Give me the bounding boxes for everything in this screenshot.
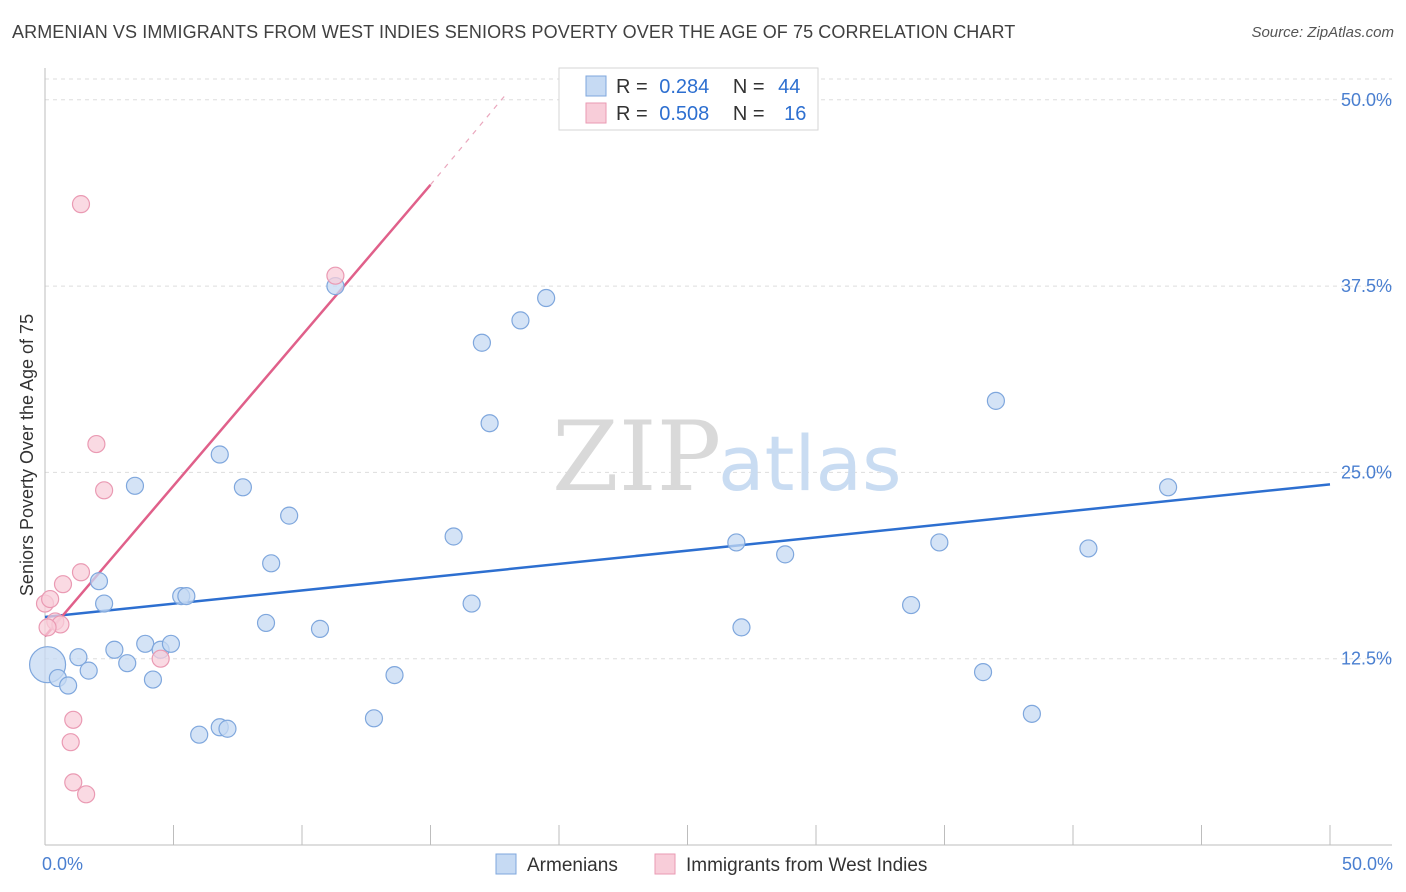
point-armenians [776,545,795,564]
point-west-indies [53,575,73,594]
point-west-indies [71,195,91,214]
point-armenians [256,613,276,633]
bottom-legend-label-west-indies: Immigrants from West Indies [686,855,927,876]
y-tick-labels: 12.5% 25.0% 37.5% 50.0% [1341,90,1392,669]
y-tick-label: 12.5% [1341,649,1392,669]
correlation-legend: R = 0.284 N = 44 R = 0.508 N = 16 [558,67,819,131]
legend-row-2: R = 0.508 N = 16 [616,103,806,125]
point-armenians [89,572,109,591]
point-armenians [385,665,404,685]
legend-r-label-2: R = [616,103,648,125]
point-armenians [480,414,499,433]
point-west-indies [61,733,80,752]
point-armenians [218,719,237,738]
point-west-indies [38,618,57,637]
point-armenians [732,618,751,637]
point-armenians [472,333,491,352]
point-armenians [79,661,98,680]
point-armenians [444,527,463,546]
point-armenians [1022,704,1041,723]
point-armenians [262,554,281,573]
point-armenians [727,533,746,552]
x-tick-label: 50.0% [1342,854,1393,874]
point-armenians [310,619,330,638]
legend-r-label-1: R = [616,76,648,98]
point-armenians [118,654,137,673]
point-armenians [161,634,181,653]
point-west-indies [326,266,345,285]
point-armenians [190,725,209,744]
data-points [28,195,1178,804]
point-armenians [1079,539,1098,558]
y-tick-label: 37.5% [1341,276,1392,296]
legend-n-value-2: 16 [784,103,806,125]
point-armenians [1158,478,1178,497]
point-armenians [537,288,556,308]
watermark-atlas: atlas [718,419,902,508]
point-west-indies [71,563,91,582]
point-armenians [901,595,921,615]
legend-r-value-2: 0.508 [659,103,709,125]
point-armenians [364,709,384,728]
point-armenians [136,634,155,653]
gridlines [45,78,1392,660]
y-tick-label: 25.0% [1341,462,1392,482]
point-armenians [511,311,530,330]
point-armenians [986,391,1006,410]
series-legend: Armenians Immigrants from West Indies [495,853,927,876]
point-west-indies [64,773,83,792]
trend-line-west-indies [44,183,432,638]
point-armenians [210,445,229,464]
point-armenians [143,670,163,689]
point-west-indies [95,481,114,500]
point-armenians [973,663,993,682]
point-armenians [233,478,252,497]
point-armenians [59,676,78,695]
legend-n-value-1: 44 [778,76,800,98]
bottom-legend-swatch-west-indies [654,853,676,875]
source-label: Source: ZipAtlas.com [1251,24,1394,41]
legend-n-label-2: N = [733,103,765,125]
point-west-indies [77,785,96,804]
point-west-indies [41,589,60,609]
point-armenians [280,506,299,525]
point-armenians [462,594,481,613]
watermark: ZIP atlas [552,401,902,513]
y-axis-label: Seniors Poverty Over the Age of 75 [17,314,37,596]
point-west-indies [64,710,83,729]
axes [44,68,1392,846]
bottom-legend-label-armenians: Armenians [527,855,618,876]
x-tick-label: 0.0% [42,854,83,874]
trend-line-armenians [44,483,1331,619]
x-tick-labels: 0.0% 50.0% [42,854,1393,874]
point-armenians [125,476,145,495]
trend-line-west-indies-extension [430,91,509,186]
legend-swatch-west-indies [585,102,607,124]
bottom-legend-swatch-armenians [495,853,517,875]
point-armenians [95,594,114,613]
legend-r-value-1: 0.284 [659,76,709,98]
chart-title: ARMENIAN VS IMMIGRANTS FROM WEST INDIES … [12,22,1016,42]
watermark-zip: ZIP [552,401,721,513]
legend-swatch-armenians [585,75,607,97]
point-west-indies [151,649,170,668]
legend-row-1: R = 0.284 N = 44 [616,76,800,98]
y-tick-label: 50.0% [1341,90,1392,110]
point-west-indies [87,434,106,454]
point-armenians [105,640,124,659]
trend-lines [44,91,1331,638]
point-armenians [69,648,88,667]
point-armenians [177,587,196,606]
legend-n-label-1: N = [733,76,765,98]
point-armenians [930,533,949,552]
